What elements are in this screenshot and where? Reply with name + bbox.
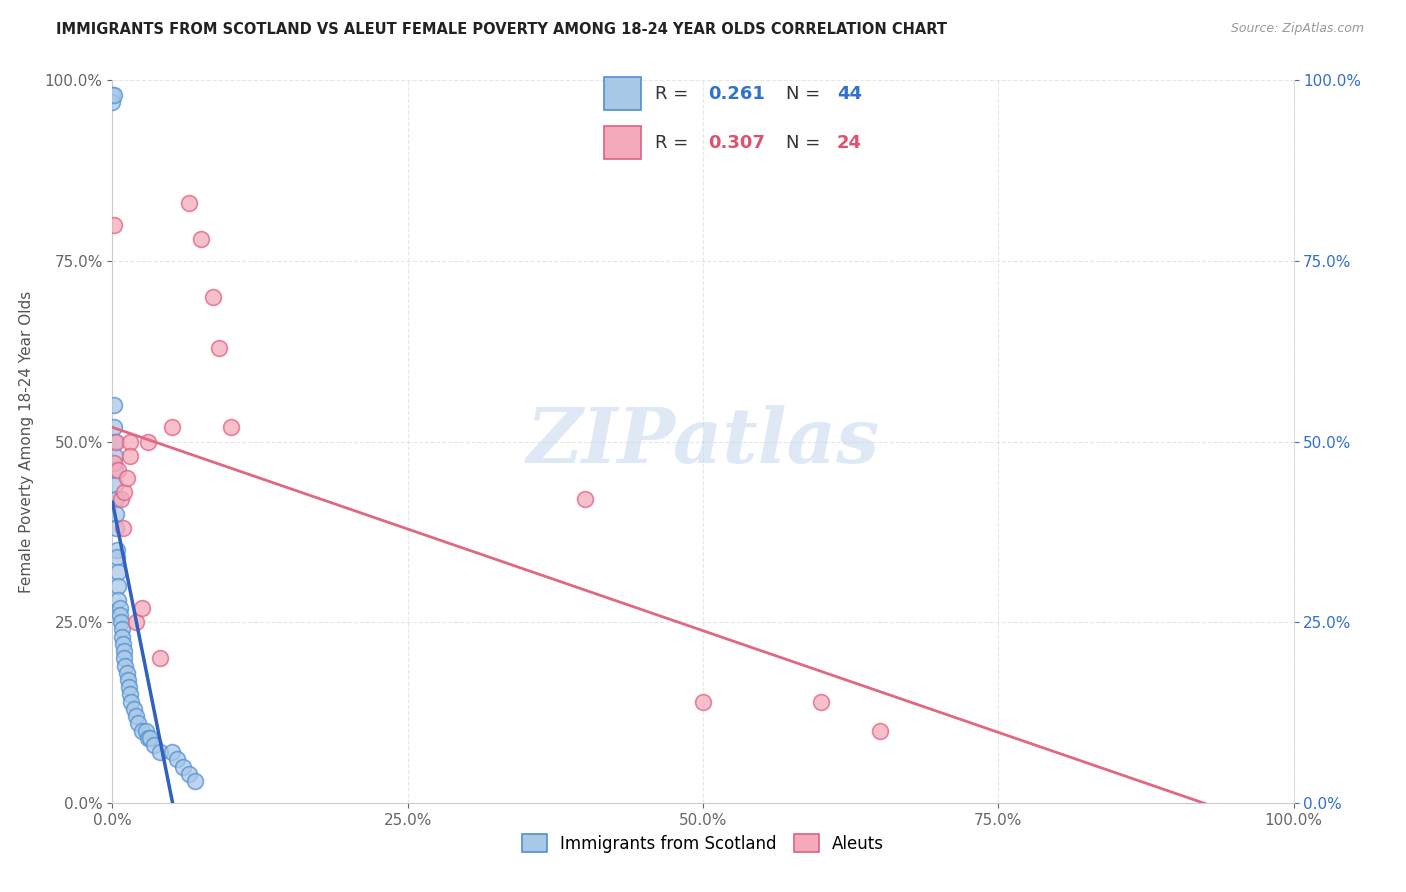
- Text: R =: R =: [655, 134, 693, 152]
- Point: [125, 615, 148, 630]
- FancyBboxPatch shape: [605, 127, 641, 159]
- Point: [112, 651, 135, 665]
- Text: 24: 24: [837, 134, 862, 152]
- Point: [111, 623, 134, 637]
- Point: [120, 687, 142, 701]
- Point: [115, 470, 138, 484]
- Point: [184, 774, 207, 789]
- Point: [120, 695, 142, 709]
- Point: [166, 752, 188, 766]
- Point: [108, 607, 131, 622]
- Point: [105, 521, 128, 535]
- Point: [219, 420, 242, 434]
- Point: [190, 232, 212, 246]
- Point: [103, 218, 125, 232]
- Point: [136, 731, 159, 745]
- Text: 0.307: 0.307: [709, 134, 765, 152]
- Text: ZIPatlas: ZIPatlas: [526, 405, 880, 478]
- Point: [136, 434, 159, 449]
- Point: [104, 463, 127, 477]
- Point: [112, 637, 135, 651]
- Point: [131, 600, 153, 615]
- Point: [117, 673, 139, 687]
- Point: [122, 702, 145, 716]
- Point: [135, 723, 157, 738]
- Point: [112, 521, 135, 535]
- Legend: Immigrants from Scotland, Aleuts: Immigrants from Scotland, Aleuts: [516, 828, 890, 860]
- Point: [103, 420, 125, 434]
- Point: [103, 456, 125, 470]
- Point: [104, 434, 127, 449]
- Point: [120, 434, 142, 449]
- Text: N =: N =: [786, 85, 827, 103]
- Text: Source: ZipAtlas.com: Source: ZipAtlas.com: [1230, 22, 1364, 36]
- Point: [104, 478, 127, 492]
- Point: [208, 341, 231, 355]
- Point: [105, 434, 128, 449]
- Point: [118, 680, 141, 694]
- Point: [149, 651, 172, 665]
- Point: [110, 492, 132, 507]
- Point: [103, 87, 125, 102]
- Text: R =: R =: [655, 85, 693, 103]
- Point: [107, 463, 129, 477]
- Point: [172, 760, 194, 774]
- Point: [139, 731, 162, 745]
- Point: [107, 579, 129, 593]
- Point: [111, 630, 134, 644]
- Point: [125, 709, 148, 723]
- Point: [869, 723, 891, 738]
- Point: [115, 665, 138, 680]
- Y-axis label: Female Poverty Among 18-24 Year Olds: Female Poverty Among 18-24 Year Olds: [18, 291, 34, 592]
- Point: [107, 565, 129, 579]
- Text: 0.261: 0.261: [709, 85, 765, 103]
- Text: 44: 44: [837, 85, 862, 103]
- Point: [112, 644, 135, 658]
- Point: [104, 449, 127, 463]
- Text: N =: N =: [786, 134, 827, 152]
- Point: [112, 485, 135, 500]
- FancyBboxPatch shape: [605, 78, 641, 110]
- Point: [127, 716, 149, 731]
- Point: [160, 420, 183, 434]
- Point: [160, 745, 183, 759]
- Point: [103, 398, 125, 412]
- Point: [105, 542, 128, 557]
- Point: [142, 738, 165, 752]
- Point: [149, 745, 172, 759]
- Point: [810, 695, 832, 709]
- Point: [105, 507, 128, 521]
- Point: [108, 600, 131, 615]
- Point: [179, 767, 201, 781]
- Point: [692, 695, 714, 709]
- Text: IMMIGRANTS FROM SCOTLAND VS ALEUT FEMALE POVERTY AMONG 18-24 YEAR OLDS CORRELATI: IMMIGRANTS FROM SCOTLAND VS ALEUT FEMALE…: [56, 22, 948, 37]
- Point: [105, 492, 128, 507]
- Point: [574, 492, 596, 507]
- Point: [101, 95, 124, 109]
- Point: [179, 196, 201, 211]
- Point: [201, 290, 224, 304]
- Point: [120, 449, 142, 463]
- Point: [107, 593, 129, 607]
- Point: [105, 550, 128, 565]
- Point: [131, 723, 153, 738]
- Point: [114, 658, 136, 673]
- Point: [101, 87, 124, 102]
- Point: [110, 615, 132, 630]
